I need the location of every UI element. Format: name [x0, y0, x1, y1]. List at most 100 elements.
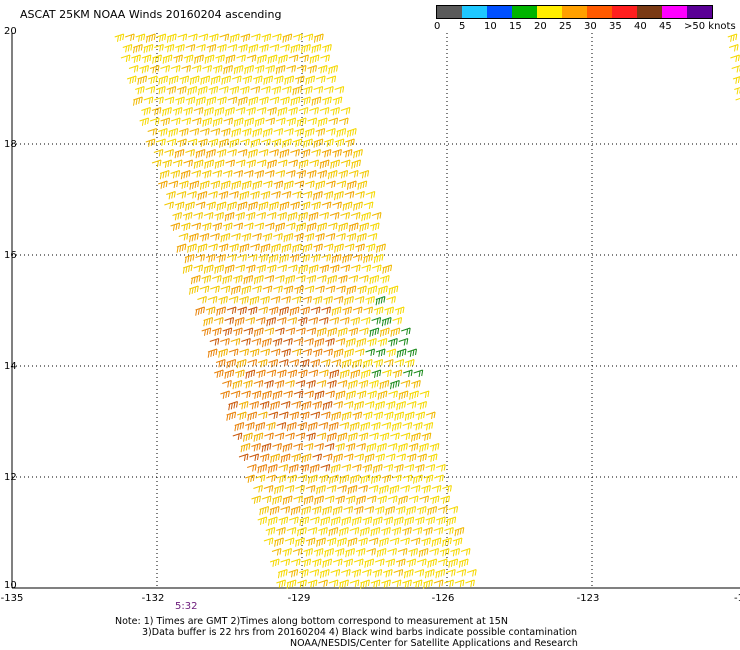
- wind-barb: [369, 222, 380, 231]
- wind-barb: [212, 117, 223, 127]
- wind-barb: [164, 149, 174, 157]
- wind-barb: [301, 453, 312, 463]
- wind-barb: [238, 453, 249, 461]
- wind-barb: [435, 569, 446, 579]
- wind-barb: [373, 306, 384, 315]
- wind-barb: [189, 128, 200, 136]
- wind-barb: [327, 432, 337, 442]
- wind-barb: [267, 107, 277, 116]
- wind-barb: [337, 432, 348, 442]
- wind-barb: [240, 86, 250, 95]
- wind-barb: [295, 432, 306, 440]
- wind-barb: [201, 170, 212, 179]
- wind-barb: [261, 33, 272, 42]
- wind-barb: [252, 285, 262, 293]
- wind-barb: [406, 558, 417, 567]
- wind-barb: [360, 422, 371, 432]
- wind-barb: [289, 359, 300, 367]
- wind-barb: [299, 54, 309, 62]
- wind-barb: [189, 180, 200, 190]
- wind-barb: [282, 138, 292, 148]
- wind-barb: [229, 191, 239, 199]
- wind-barb: [315, 128, 326, 137]
- wind-barb: [456, 569, 467, 577]
- wind-barb: [195, 201, 206, 209]
- wind-barb: [243, 170, 254, 178]
- wind-barb: [367, 390, 377, 399]
- wind-barb: [256, 212, 266, 220]
- wind-barb: [290, 201, 300, 210]
- wind-barb: [256, 264, 267, 273]
- wind-barb: [288, 107, 298, 116]
- wind-barb: [286, 117, 297, 126]
- wind-barb: [214, 107, 225, 117]
- wind-barb: [271, 86, 282, 95]
- wind-barb: [304, 285, 315, 293]
- wind-barb: [353, 149, 363, 159]
- wind-barb: [383, 516, 394, 525]
- lat-label-20: 20: [4, 26, 17, 37]
- wind-barb: [369, 380, 379, 389]
- wind-barb: [246, 159, 256, 168]
- wind-barb: [270, 296, 281, 304]
- wind-barb: [233, 170, 244, 178]
- wind-barb: [237, 254, 247, 262]
- wind-barb: [402, 474, 413, 482]
- wind-barb: [227, 96, 238, 104]
- wind-barb: [303, 33, 314, 41]
- wind-barb: [222, 170, 233, 178]
- wind-barb: [314, 338, 325, 348]
- wind-barb: [414, 569, 425, 577]
- wind-barb: [203, 212, 214, 220]
- legend-swatch: [487, 6, 512, 18]
- wind-barb: [338, 170, 349, 179]
- wind-barb: [442, 485, 452, 493]
- wind-barb: [358, 380, 369, 389]
- wind-barb: [247, 359, 258, 367]
- wind-barb: [310, 306, 321, 314]
- wind-barb: [210, 75, 221, 85]
- wind-barb: [131, 54, 141, 63]
- wind-barb: [284, 485, 295, 493]
- wind-barb: [327, 380, 337, 389]
- wind-barb: [386, 348, 396, 357]
- wind-barb: [240, 138, 250, 146]
- wind-barb: [319, 212, 329, 220]
- wind-barb: [326, 75, 337, 83]
- wind-barb: [330, 569, 341, 577]
- wind-barb: [303, 443, 314, 451]
- legend-swatch: [562, 6, 587, 18]
- wind-barb: [391, 422, 402, 432]
- wind-barb: [194, 54, 204, 64]
- wind-barb: [403, 569, 414, 579]
- wind-barb: [354, 453, 364, 461]
- wind-barb: [362, 516, 373, 525]
- wind-barb: [402, 579, 412, 588]
- wind-barb: [280, 558, 291, 566]
- wind-barb: [298, 212, 308, 222]
- wind-barb: [214, 159, 225, 169]
- legend-swatch: [587, 6, 612, 18]
- wind-barb: [120, 54, 131, 62]
- wind-barb: [249, 401, 259, 410]
- legend-tick-label: 40: [634, 21, 647, 32]
- wind-barb: [345, 495, 356, 504]
- wind-barb: [214, 369, 224, 378]
- wind-barb: [308, 369, 319, 377]
- wind-barb: [250, 86, 261, 94]
- wind-barb: [421, 537, 431, 546]
- wind-barb: [166, 191, 176, 200]
- wind-barb: [310, 516, 320, 524]
- wind-barb: [260, 243, 271, 253]
- wind-barb: [327, 170, 338, 180]
- wind-barb: [220, 390, 230, 399]
- wind-barb: [272, 495, 282, 505]
- wind-barb: [280, 44, 290, 52]
- wind-barb: [364, 401, 375, 409]
- wind-barb: [251, 33, 261, 41]
- wind-barb: [329, 317, 340, 325]
- wind-barb: [299, 411, 310, 420]
- wind-barb: [311, 506, 322, 515]
- wind-barb: [305, 180, 315, 188]
